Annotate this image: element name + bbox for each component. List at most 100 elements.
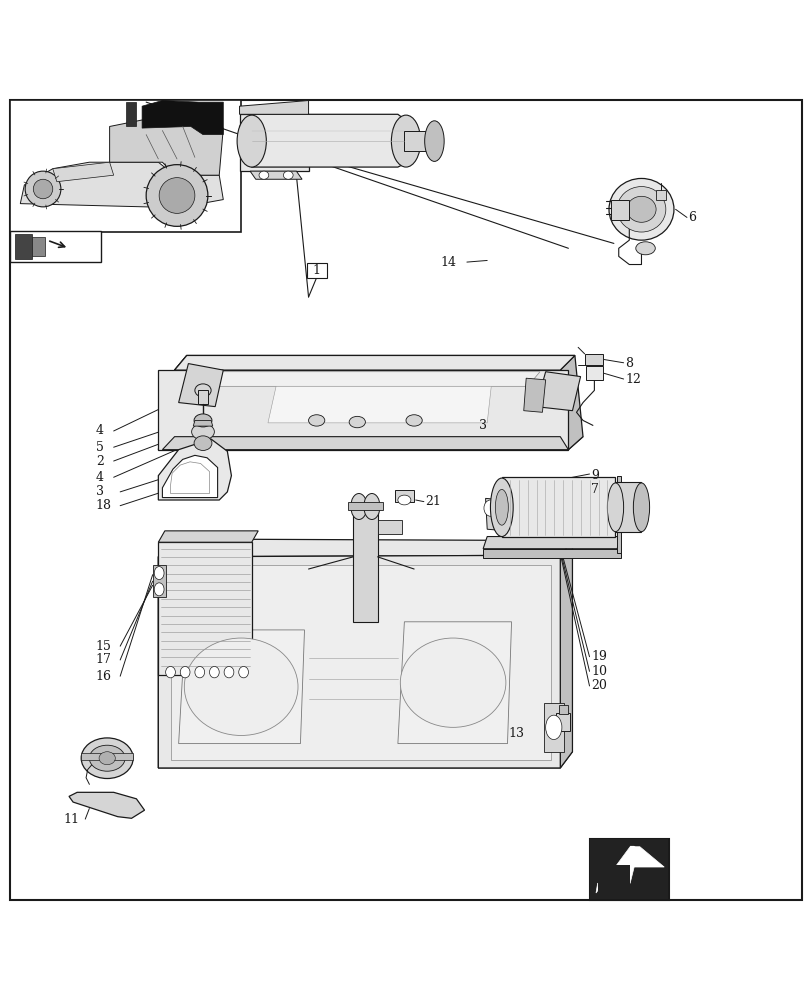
Text: 1: 1 (312, 264, 320, 277)
Ellipse shape (626, 196, 655, 222)
Bar (198, 390, 208, 404)
Text: 17: 17 (96, 653, 112, 666)
Ellipse shape (545, 715, 561, 740)
Ellipse shape (195, 384, 211, 397)
Polygon shape (158, 355, 187, 450)
Bar (10, 100, 241, 232)
Polygon shape (629, 846, 663, 867)
Ellipse shape (635, 242, 654, 255)
Ellipse shape (238, 666, 248, 678)
Ellipse shape (363, 494, 380, 519)
Bar (590, 839, 667, 899)
Polygon shape (595, 847, 663, 893)
Ellipse shape (259, 171, 268, 179)
Polygon shape (158, 370, 568, 450)
Ellipse shape (424, 121, 444, 161)
Ellipse shape (608, 178, 673, 240)
Polygon shape (158, 539, 572, 557)
Polygon shape (377, 520, 401, 534)
Polygon shape (15, 234, 32, 259)
Polygon shape (268, 386, 491, 423)
Text: 3: 3 (478, 419, 487, 432)
Ellipse shape (391, 115, 420, 167)
Polygon shape (174, 355, 574, 370)
Ellipse shape (406, 415, 422, 426)
Bar (589, 839, 668, 900)
Polygon shape (560, 355, 582, 450)
Text: 13: 13 (508, 727, 524, 740)
Polygon shape (174, 355, 574, 370)
Text: 9: 9 (590, 469, 599, 482)
Ellipse shape (633, 483, 649, 532)
Ellipse shape (224, 666, 234, 678)
Ellipse shape (194, 436, 212, 450)
Ellipse shape (308, 415, 324, 426)
Polygon shape (483, 549, 620, 558)
Text: 8: 8 (624, 357, 633, 370)
Polygon shape (178, 630, 304, 744)
Polygon shape (195, 372, 539, 386)
Polygon shape (485, 498, 507, 531)
Ellipse shape (184, 638, 298, 735)
Polygon shape (501, 477, 615, 537)
Ellipse shape (154, 567, 164, 580)
Polygon shape (239, 114, 308, 171)
Ellipse shape (146, 165, 208, 226)
Polygon shape (170, 565, 550, 760)
Polygon shape (53, 162, 114, 182)
Ellipse shape (99, 752, 115, 765)
Text: 12: 12 (624, 373, 641, 386)
Text: 19: 19 (590, 650, 607, 663)
Polygon shape (612, 482, 641, 532)
Polygon shape (81, 753, 133, 760)
Ellipse shape (495, 489, 508, 525)
Polygon shape (543, 703, 564, 752)
Polygon shape (162, 437, 568, 450)
Ellipse shape (159, 178, 195, 213)
Ellipse shape (194, 414, 212, 427)
Polygon shape (158, 541, 170, 768)
Polygon shape (158, 752, 572, 768)
Bar (126, 102, 135, 126)
Polygon shape (558, 705, 567, 714)
Text: 3: 3 (96, 485, 104, 498)
Polygon shape (556, 713, 569, 731)
Ellipse shape (490, 478, 513, 537)
Polygon shape (158, 555, 560, 768)
Text: 4: 4 (96, 471, 104, 484)
Polygon shape (535, 372, 580, 411)
Polygon shape (32, 237, 45, 256)
Text: 10: 10 (590, 665, 607, 678)
Text: 4: 4 (96, 424, 104, 437)
Text: 5: 5 (96, 441, 104, 454)
Text: 20: 20 (590, 679, 607, 692)
Polygon shape (250, 171, 302, 179)
Polygon shape (395, 490, 414, 502)
Polygon shape (483, 537, 620, 549)
Ellipse shape (483, 500, 496, 516)
Ellipse shape (180, 666, 190, 678)
Ellipse shape (607, 483, 623, 532)
Text: 2: 2 (96, 455, 104, 468)
Polygon shape (353, 508, 377, 622)
Polygon shape (397, 622, 511, 744)
Polygon shape (162, 455, 217, 498)
Text: 7: 7 (590, 483, 599, 496)
Text: 21: 21 (425, 495, 441, 508)
Bar (307, 263, 327, 278)
Polygon shape (560, 541, 572, 768)
Polygon shape (69, 792, 144, 818)
Polygon shape (178, 364, 223, 407)
Text: 14: 14 (440, 256, 457, 269)
Bar (10, 231, 101, 262)
Ellipse shape (283, 171, 293, 179)
Ellipse shape (25, 171, 61, 207)
Polygon shape (523, 378, 545, 412)
Bar (616, 476, 620, 553)
Polygon shape (152, 565, 166, 597)
Polygon shape (142, 100, 223, 135)
Ellipse shape (237, 115, 266, 167)
Polygon shape (170, 462, 209, 494)
Polygon shape (109, 117, 223, 175)
Polygon shape (655, 190, 665, 200)
